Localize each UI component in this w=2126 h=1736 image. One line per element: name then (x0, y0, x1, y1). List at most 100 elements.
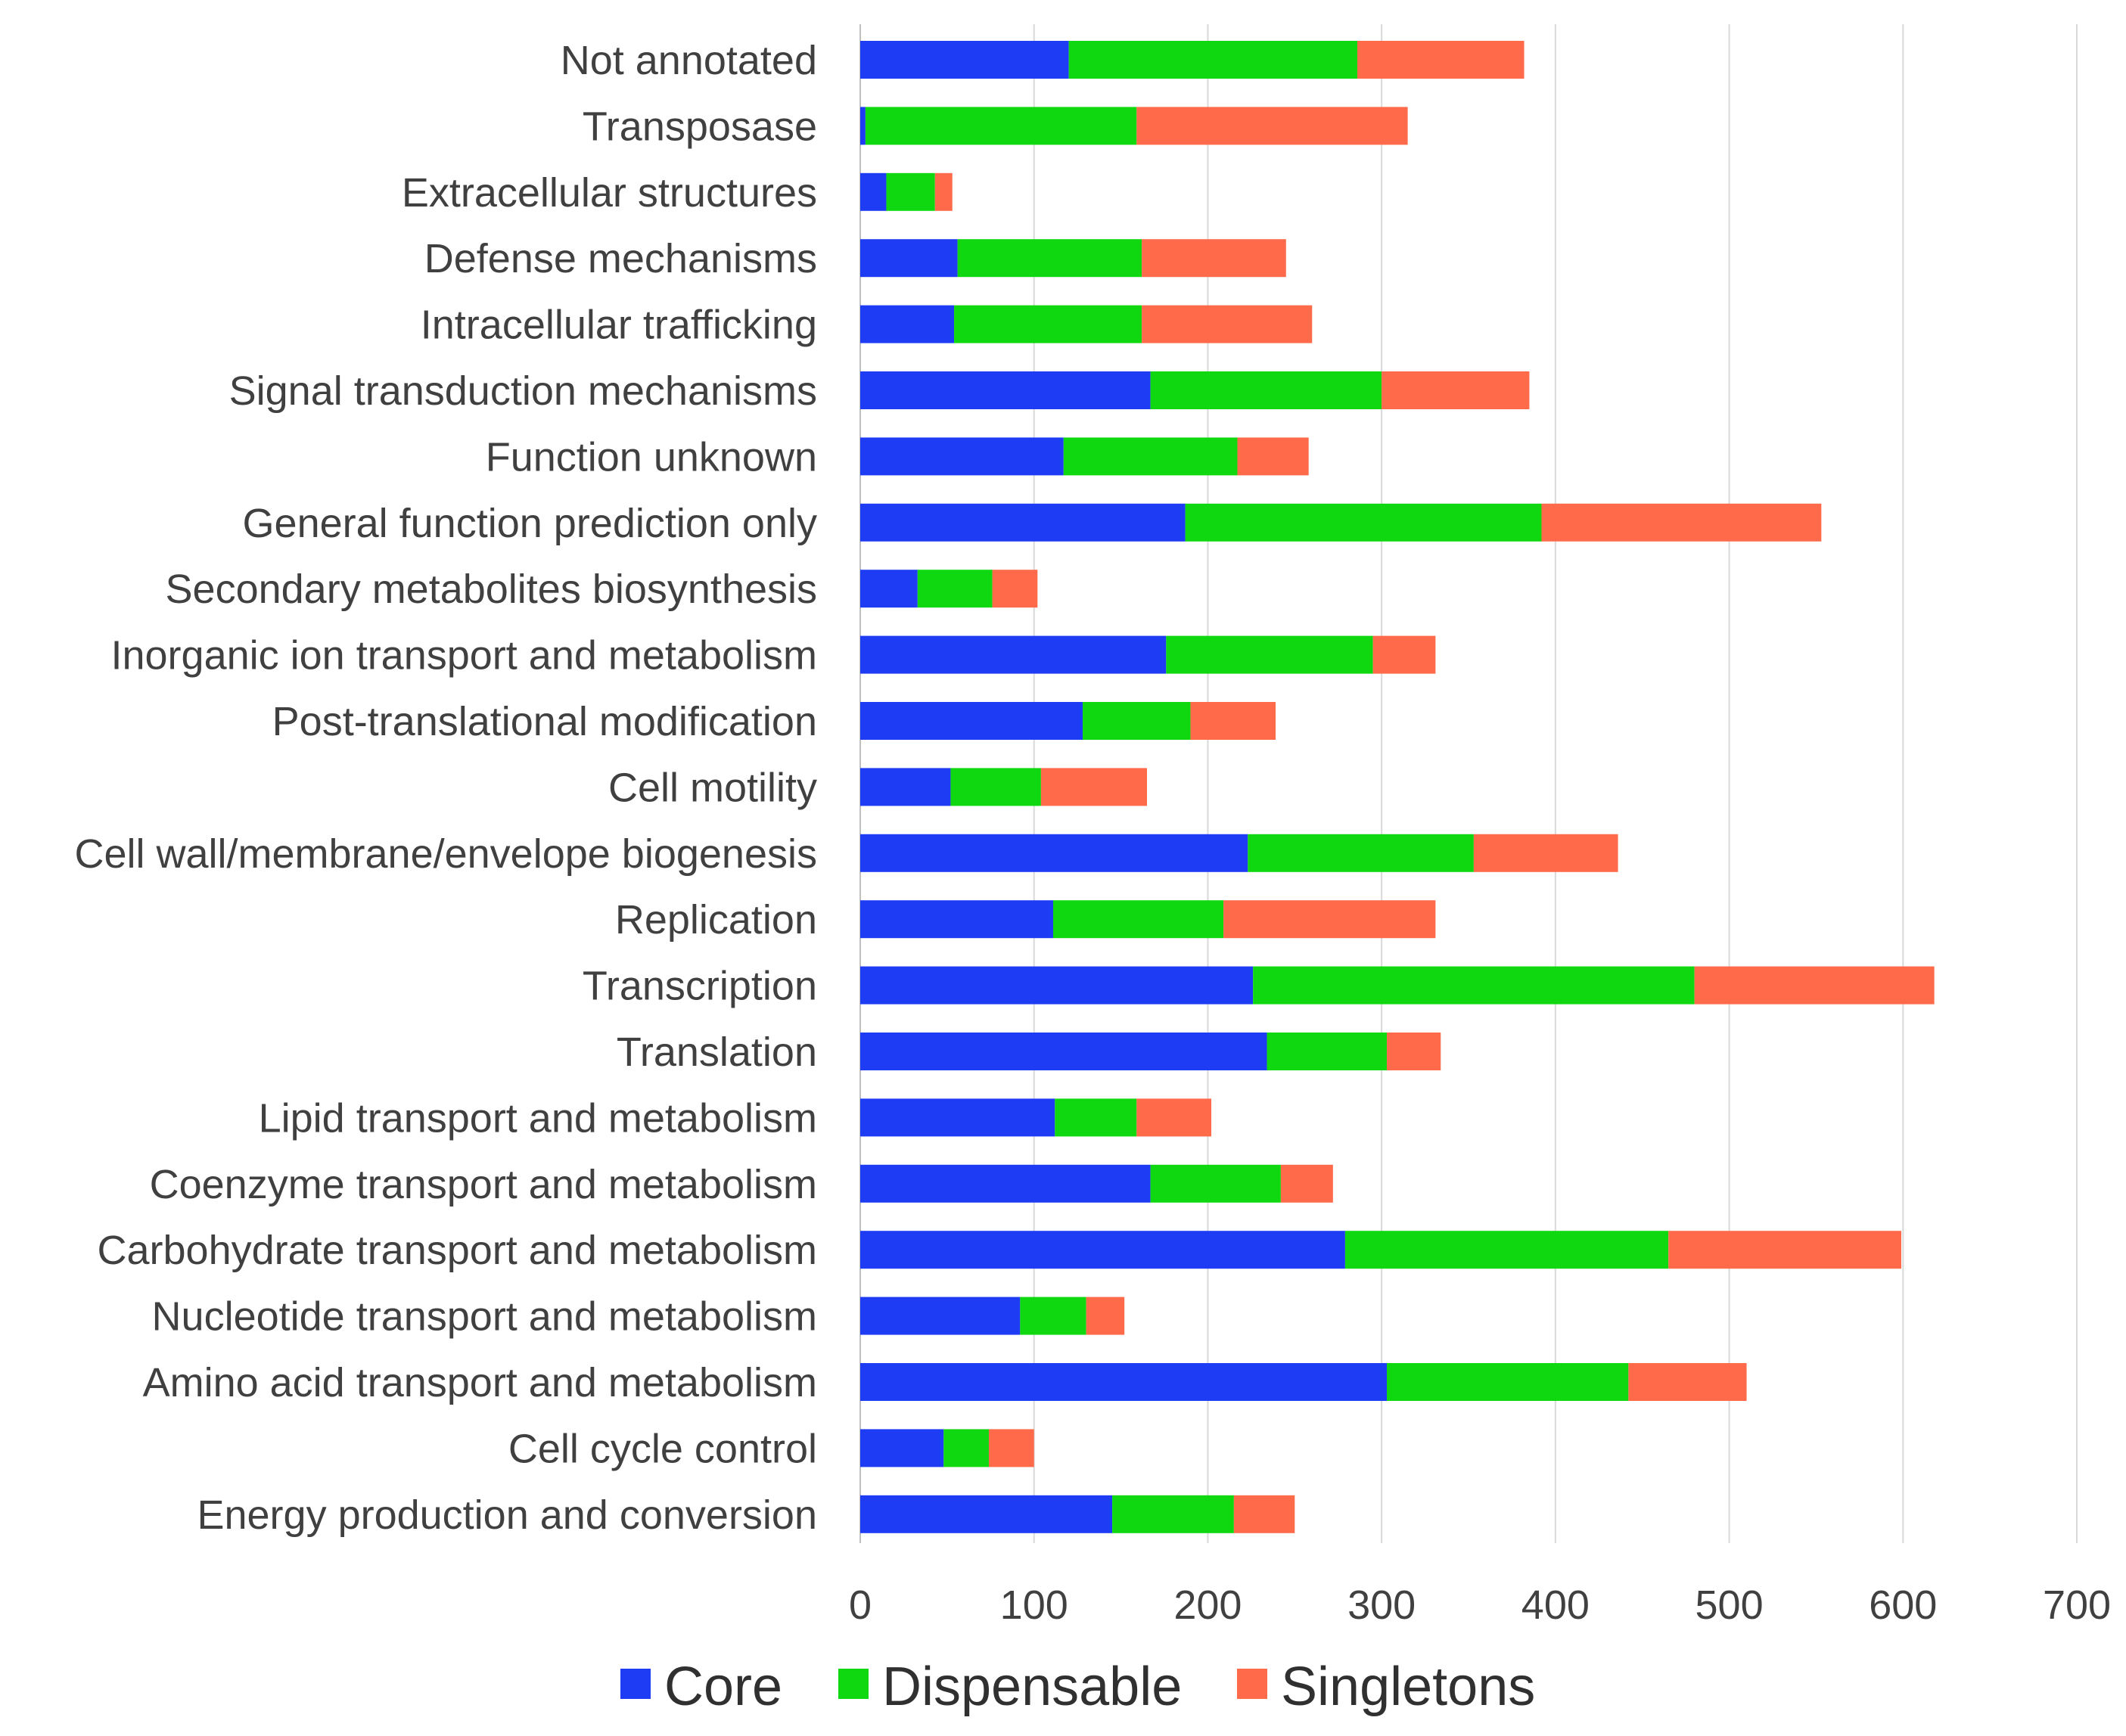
bar-dispensable-extracellular-structures (886, 172, 935, 211)
bar-core-extracellular-structures (860, 172, 887, 211)
x-tick-label-600: 600 (1869, 1582, 1937, 1628)
bar-core-energy-production-and-conversion (860, 1495, 1113, 1533)
legend-swatch-singletons (1237, 1669, 1267, 1699)
category-label-function-unknown: Function unknown (486, 434, 817, 480)
bar-core-cell-cycle-control (860, 1429, 944, 1467)
bar-dispensable-energy-production-and-conversion (1112, 1495, 1234, 1533)
bar-dispensable-post-translational-modification (1083, 702, 1191, 740)
bar-core-secondary-metabolites-biosynthesis (860, 570, 918, 608)
bar-dispensable-cell-wall-membrane-envelope-biogenesis (1248, 834, 1474, 872)
bar-dispensable-general-function-prediction-only (1185, 503, 1542, 542)
bar-core-cell-motility (860, 768, 951, 806)
category-label-nucleotide-transport-and-metabolism: Nucleotide transport and metabolism (152, 1294, 817, 1340)
bar-singletons-signal-transduction-mechanisms (1382, 371, 1530, 409)
bar-singletons-nucleotide-transport-and-metabolism (1086, 1297, 1125, 1335)
bar-dispensable-transcription (1253, 966, 1695, 1005)
bar-singletons-translation (1387, 1033, 1441, 1070)
bar-singletons-inorganic-ion-transport-and-metabolism (1372, 635, 1436, 674)
x-tick-label-300: 300 (1347, 1582, 1416, 1628)
bar-singletons-not-annotated (1357, 41, 1525, 79)
bar-core-nucleotide-transport-and-metabolism (860, 1297, 1021, 1335)
bar-dispensable-coenzyme-transport-and-metabolism (1150, 1164, 1281, 1203)
category-label-post-translational-modification: Post-translational modification (272, 699, 817, 744)
bar-singletons-amino-acid-transport-and-metabolism (1628, 1363, 1747, 1401)
bar-core-intracellular-trafficking (860, 305, 955, 343)
bar-singletons-post-translational-modification (1190, 702, 1276, 740)
bar-singletons-secondary-metabolites-biosynthesis (992, 570, 1038, 608)
category-label-defense-mechanisms: Defense mechanisms (424, 236, 817, 281)
category-label-cell-motility: Cell motility (608, 765, 817, 810)
legend-swatch-core (620, 1669, 651, 1699)
bar-singletons-general-function-prediction-only (1541, 503, 1822, 542)
bar-dispensable-lipid-transport-and-metabolism (1055, 1098, 1137, 1137)
bar-core-carbohydrate-transport-and-metabolism (860, 1231, 1345, 1269)
bar-core-inorganic-ion-transport-and-metabolism (860, 635, 1167, 674)
category-labels: Not annotated Transposase Extracellular st… (74, 38, 817, 1538)
bar-core-function-unknown (860, 437, 1064, 476)
bar-singletons-carbohydrate-transport-and-metabolism (1668, 1231, 1901, 1269)
bar-dispensable-defense-mechanisms (957, 239, 1142, 278)
bar-core-lipid-transport-and-metabolism (860, 1098, 1055, 1137)
bar-core-replication (860, 900, 1053, 939)
bar-core-general-function-prediction-only (860, 503, 1186, 542)
category-label-general-function-prediction-only: General function prediction only (243, 501, 817, 546)
bar-core-signal-transduction-mechanisms (860, 371, 1151, 409)
bar-dispensable-amino-acid-transport-and-metabolism (1387, 1363, 1629, 1401)
bar-singletons-cell-motility (1040, 768, 1148, 806)
bar-dispensable-intracellular-trafficking (954, 305, 1142, 343)
category-label-intracellular-trafficking: Intracellular trafficking (421, 303, 817, 348)
category-label-lipid-transport-and-metabolism: Lipid transport and metabolism (259, 1095, 817, 1141)
category-label-extracellular-structures: Extracellular structures (402, 170, 817, 216)
bar-singletons-cell-cycle-control (988, 1429, 1034, 1467)
category-label-replication: Replication (615, 897, 817, 943)
bar-singletons-coenzyme-transport-and-metabolism (1280, 1164, 1333, 1203)
legend-label-core: Core (664, 1657, 782, 1717)
x-tick-label-200: 200 (1173, 1582, 1242, 1628)
bar-singletons-intracellular-trafficking (1142, 305, 1313, 343)
bar-dispensable-secondary-metabolites-biosynthesis (917, 570, 993, 608)
bar-singletons-extracellular-structures (934, 172, 953, 211)
bar-core-defense-mechanisms (860, 239, 958, 278)
bar-dispensable-signal-transduction-mechanisms (1150, 371, 1382, 409)
legend-label-dispensable: Dispensable (882, 1657, 1182, 1717)
bar-dispensable-translation (1267, 1033, 1388, 1070)
legend: Core Dispensable Singletons (620, 1657, 1535, 1717)
category-label-transcription: Transcription (583, 964, 817, 1009)
bar-dispensable-function-unknown (1063, 437, 1238, 476)
bar-singletons-defense-mechanisms (1142, 239, 1286, 278)
bar-singletons-lipid-transport-and-metabolism (1136, 1098, 1212, 1137)
category-label-secondary-metabolites-biosynthesis: Secondary metabolites biosynthesis (166, 567, 817, 612)
category-label-translation: Translation (617, 1029, 817, 1075)
bar-core-transcription (860, 966, 1254, 1005)
category-label-transposase: Transposase (583, 104, 817, 149)
gridlines (859, 24, 2078, 1543)
bar-dispensable-transposase (865, 107, 1137, 145)
legend-label-singletons: Singletons (1281, 1657, 1535, 1717)
x-tick-label-400: 400 (1521, 1582, 1590, 1628)
x-tick-label-500: 500 (1696, 1582, 1764, 1628)
category-label-coenzyme-transport-and-metabolism: Coenzyme transport and metabolism (150, 1162, 817, 1207)
bar-dispensable-cell-motility (950, 768, 1041, 806)
bars (860, 41, 1935, 1533)
bar-core-transposase (860, 107, 866, 145)
bar-singletons-replication (1223, 900, 1436, 939)
category-label-not-annotated: Not annotated (561, 38, 817, 83)
x-tick-label-100: 100 (1000, 1582, 1068, 1628)
bar-singletons-function-unknown (1237, 437, 1309, 476)
bar-core-post-translational-modification (860, 702, 1083, 740)
category-label-signal-transduction-mechanisms: Signal transduction mechanisms (229, 368, 817, 414)
category-label-energy-production-and-conversion: Energy production and conversion (197, 1492, 817, 1538)
bar-dispensable-cell-cycle-control (943, 1429, 989, 1467)
x-axis-tick-labels: 0 100 200 300 400 500 600 700 (849, 1582, 2111, 1628)
category-label-inorganic-ion-transport-and-metabolism: Inorganic ion transport and metabolism (110, 633, 817, 679)
bar-singletons-energy-production-and-conversion (1233, 1495, 1295, 1533)
x-tick-label-0: 0 (849, 1582, 872, 1628)
x-tick-label-700: 700 (2043, 1582, 2111, 1628)
bar-singletons-transposase (1136, 107, 1408, 145)
bar-core-coenzyme-transport-and-metabolism (860, 1164, 1151, 1203)
bar-core-translation (860, 1033, 1267, 1070)
category-label-cell-wall-membrane-envelope-biogenesis: Cell wall/membrane/envelope biogenesis (74, 831, 817, 877)
bar-dispensable-nucleotide-transport-and-metabolism (1020, 1297, 1086, 1335)
